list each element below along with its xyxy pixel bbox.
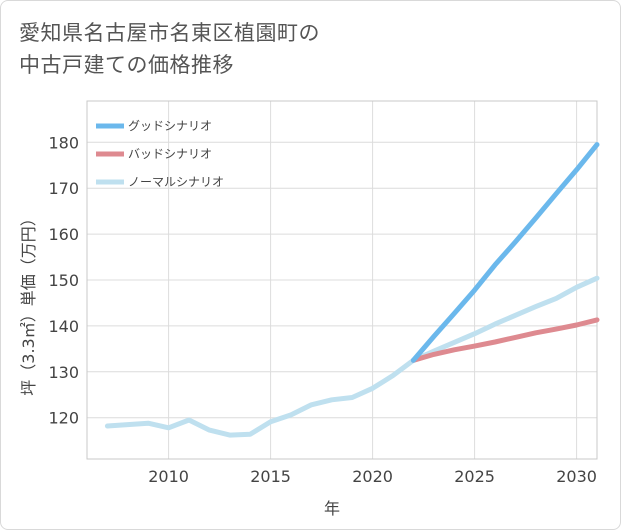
x-axis-title: 年 <box>324 499 340 518</box>
y-tick-label-150: 150 <box>48 271 79 290</box>
series-line-1 <box>410 317 600 363</box>
series-line-0 <box>410 142 600 363</box>
y-tick-label-130: 130 <box>48 363 79 382</box>
chart-title: 愛知県名古屋市名東区植園町の 中古戸建ての価格推移 <box>19 17 439 81</box>
y-tick-label-160: 160 <box>48 225 79 244</box>
y-tick-labels: 120 130 140 150 160 170 180 <box>48 133 79 427</box>
chart-title-line-2: 中古戸建ての価格推移 <box>19 53 234 77</box>
grid-lines <box>87 101 597 459</box>
y-tick-label-140: 140 <box>48 317 79 336</box>
legend-label-0: グッドシナリオ <box>128 119 212 133</box>
x-tick-label-2025: 2025 <box>454 467 495 486</box>
x-tick-labels: 2010 2015 2020 2025 2030 <box>148 467 597 486</box>
legend-label-1: バッドシナリオ <box>128 147 212 161</box>
chart-title-line-1: 愛知県名古屋市名東区植園町の <box>19 21 320 45</box>
x-tick-label-2015: 2015 <box>250 467 291 486</box>
y-tick-label-170: 170 <box>48 179 79 198</box>
y-tick-label-120: 120 <box>48 409 79 428</box>
y-axis-title: 坪（3.3㎡）単価（万円） <box>19 210 38 395</box>
y-tick-label-180: 180 <box>48 133 79 152</box>
series-lines <box>104 142 600 438</box>
x-tick-label-2030: 2030 <box>556 467 597 486</box>
x-tick-label-2010: 2010 <box>148 467 189 486</box>
x-tick-label-2020: 2020 <box>352 467 393 486</box>
series-line-2 <box>104 275 600 438</box>
legend-label-2: ノーマルシナリオ <box>128 175 224 189</box>
